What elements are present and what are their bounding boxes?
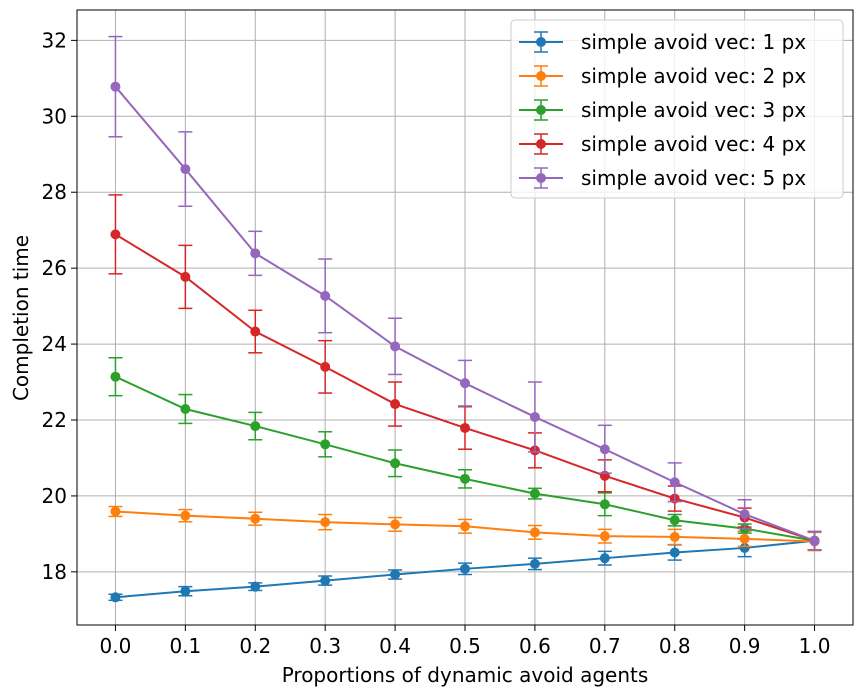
data-point: [390, 399, 401, 410]
x-tick-label: 1.0: [799, 634, 831, 658]
data-point: [320, 517, 331, 528]
x-tick-label: 0.2: [239, 634, 271, 658]
data-point: [250, 248, 261, 259]
legend-swatch-marker: [536, 173, 546, 183]
legend-swatch-marker: [536, 105, 546, 115]
y-tick-label: 22: [42, 408, 67, 432]
x-axis: 0.0 0.1 0.2 0.3 0.4 0.5 0.6 0.7 0.8 0.9 1.0: [100, 625, 831, 658]
data-point: [529, 411, 540, 422]
data-point: [250, 581, 261, 592]
data-point: [669, 547, 680, 558]
data-point: [320, 575, 331, 586]
data-point: [180, 271, 191, 282]
data-point: [599, 444, 610, 455]
data-point: [320, 361, 331, 372]
y-tick-label: 30: [42, 104, 67, 128]
data-point: [110, 506, 121, 517]
legend-label: simple avoid vec: 3 px: [581, 98, 806, 122]
x-tick-label: 0.7: [589, 634, 621, 658]
x-axis-label: Proportions of dynamic avoid agents: [282, 663, 649, 687]
y-tick-label: 18: [42, 560, 67, 584]
data-point: [460, 378, 470, 389]
data-point: [669, 531, 680, 542]
legend-item: simple avoid vec: 1 px: [519, 30, 806, 54]
series-1: [108, 530, 822, 603]
data-point: [250, 421, 261, 432]
data-point: [180, 164, 191, 175]
data-point: [250, 326, 261, 337]
y-axis-label: Completion time: [9, 235, 33, 401]
y-tick-label: 26: [42, 256, 67, 280]
legend-label: simple avoid vec: 1 px: [581, 30, 806, 54]
data-point: [529, 527, 540, 538]
x-tick-label: 0.5: [449, 634, 481, 658]
data-point: [110, 229, 121, 240]
data-point: [669, 477, 680, 488]
data-point: [390, 458, 401, 469]
y-axis: 18 20 22 24 26 28 30 32: [42, 28, 77, 584]
data-point: [320, 290, 331, 301]
data-point: [669, 515, 680, 526]
x-tick-label: 0.3: [309, 634, 341, 658]
legend-swatch-marker: [536, 139, 546, 149]
series-2: [108, 505, 822, 552]
series-layer: [108, 35, 822, 603]
data-point: [180, 403, 191, 414]
x-tick-label: 0.8: [659, 634, 691, 658]
y-tick-label: 20: [42, 484, 67, 508]
x-tick-label: 0.0: [100, 634, 132, 658]
series-5: [108, 35, 822, 551]
data-point: [110, 81, 121, 92]
x-tick-label: 0.6: [519, 634, 551, 658]
data-point: [809, 535, 820, 546]
series-4: [108, 194, 822, 551]
legend-swatch-marker: [536, 71, 546, 81]
data-point: [739, 509, 750, 520]
legend-item: simple avoid vec: 4 px: [519, 132, 806, 156]
legend-label: simple avoid vec: 2 px: [581, 64, 806, 88]
y-tick-label: 32: [42, 28, 67, 52]
data-point: [250, 513, 261, 524]
data-point: [739, 542, 750, 553]
legend-item: simple avoid vec: 2 px: [519, 64, 806, 88]
data-point: [599, 499, 610, 510]
data-point: [460, 422, 470, 433]
data-point: [390, 569, 401, 580]
legend-item: simple avoid vec: 3 px: [519, 98, 806, 122]
x-tick-label: 0.4: [379, 634, 411, 658]
data-point: [110, 371, 121, 382]
data-point: [599, 553, 610, 564]
data-point: [739, 533, 750, 544]
legend-item: simple avoid vec: 5 px: [519, 166, 806, 190]
x-tick-label: 0.1: [169, 634, 201, 658]
legend-swatch-marker: [536, 37, 546, 47]
data-point: [390, 341, 401, 352]
data-point: [460, 521, 470, 532]
data-point: [180, 510, 191, 521]
data-point: [180, 586, 191, 597]
data-point: [529, 488, 540, 499]
y-tick-label: 24: [42, 332, 67, 356]
x-tick-label: 0.9: [729, 634, 761, 658]
legend-label: simple avoid vec: 4 px: [581, 132, 806, 156]
legend-box: [510, 19, 844, 199]
data-point: [390, 519, 401, 530]
legend: simple avoid vec: 1 px simple avoid vec: …: [510, 19, 844, 199]
y-tick-label: 28: [42, 180, 67, 204]
data-point: [460, 473, 470, 484]
data-point: [320, 439, 331, 450]
data-point: [460, 563, 470, 574]
data-point: [529, 558, 540, 569]
data-point: [110, 592, 121, 603]
legend-label: simple avoid vec: 5 px: [581, 166, 806, 190]
data-point: [599, 531, 610, 542]
